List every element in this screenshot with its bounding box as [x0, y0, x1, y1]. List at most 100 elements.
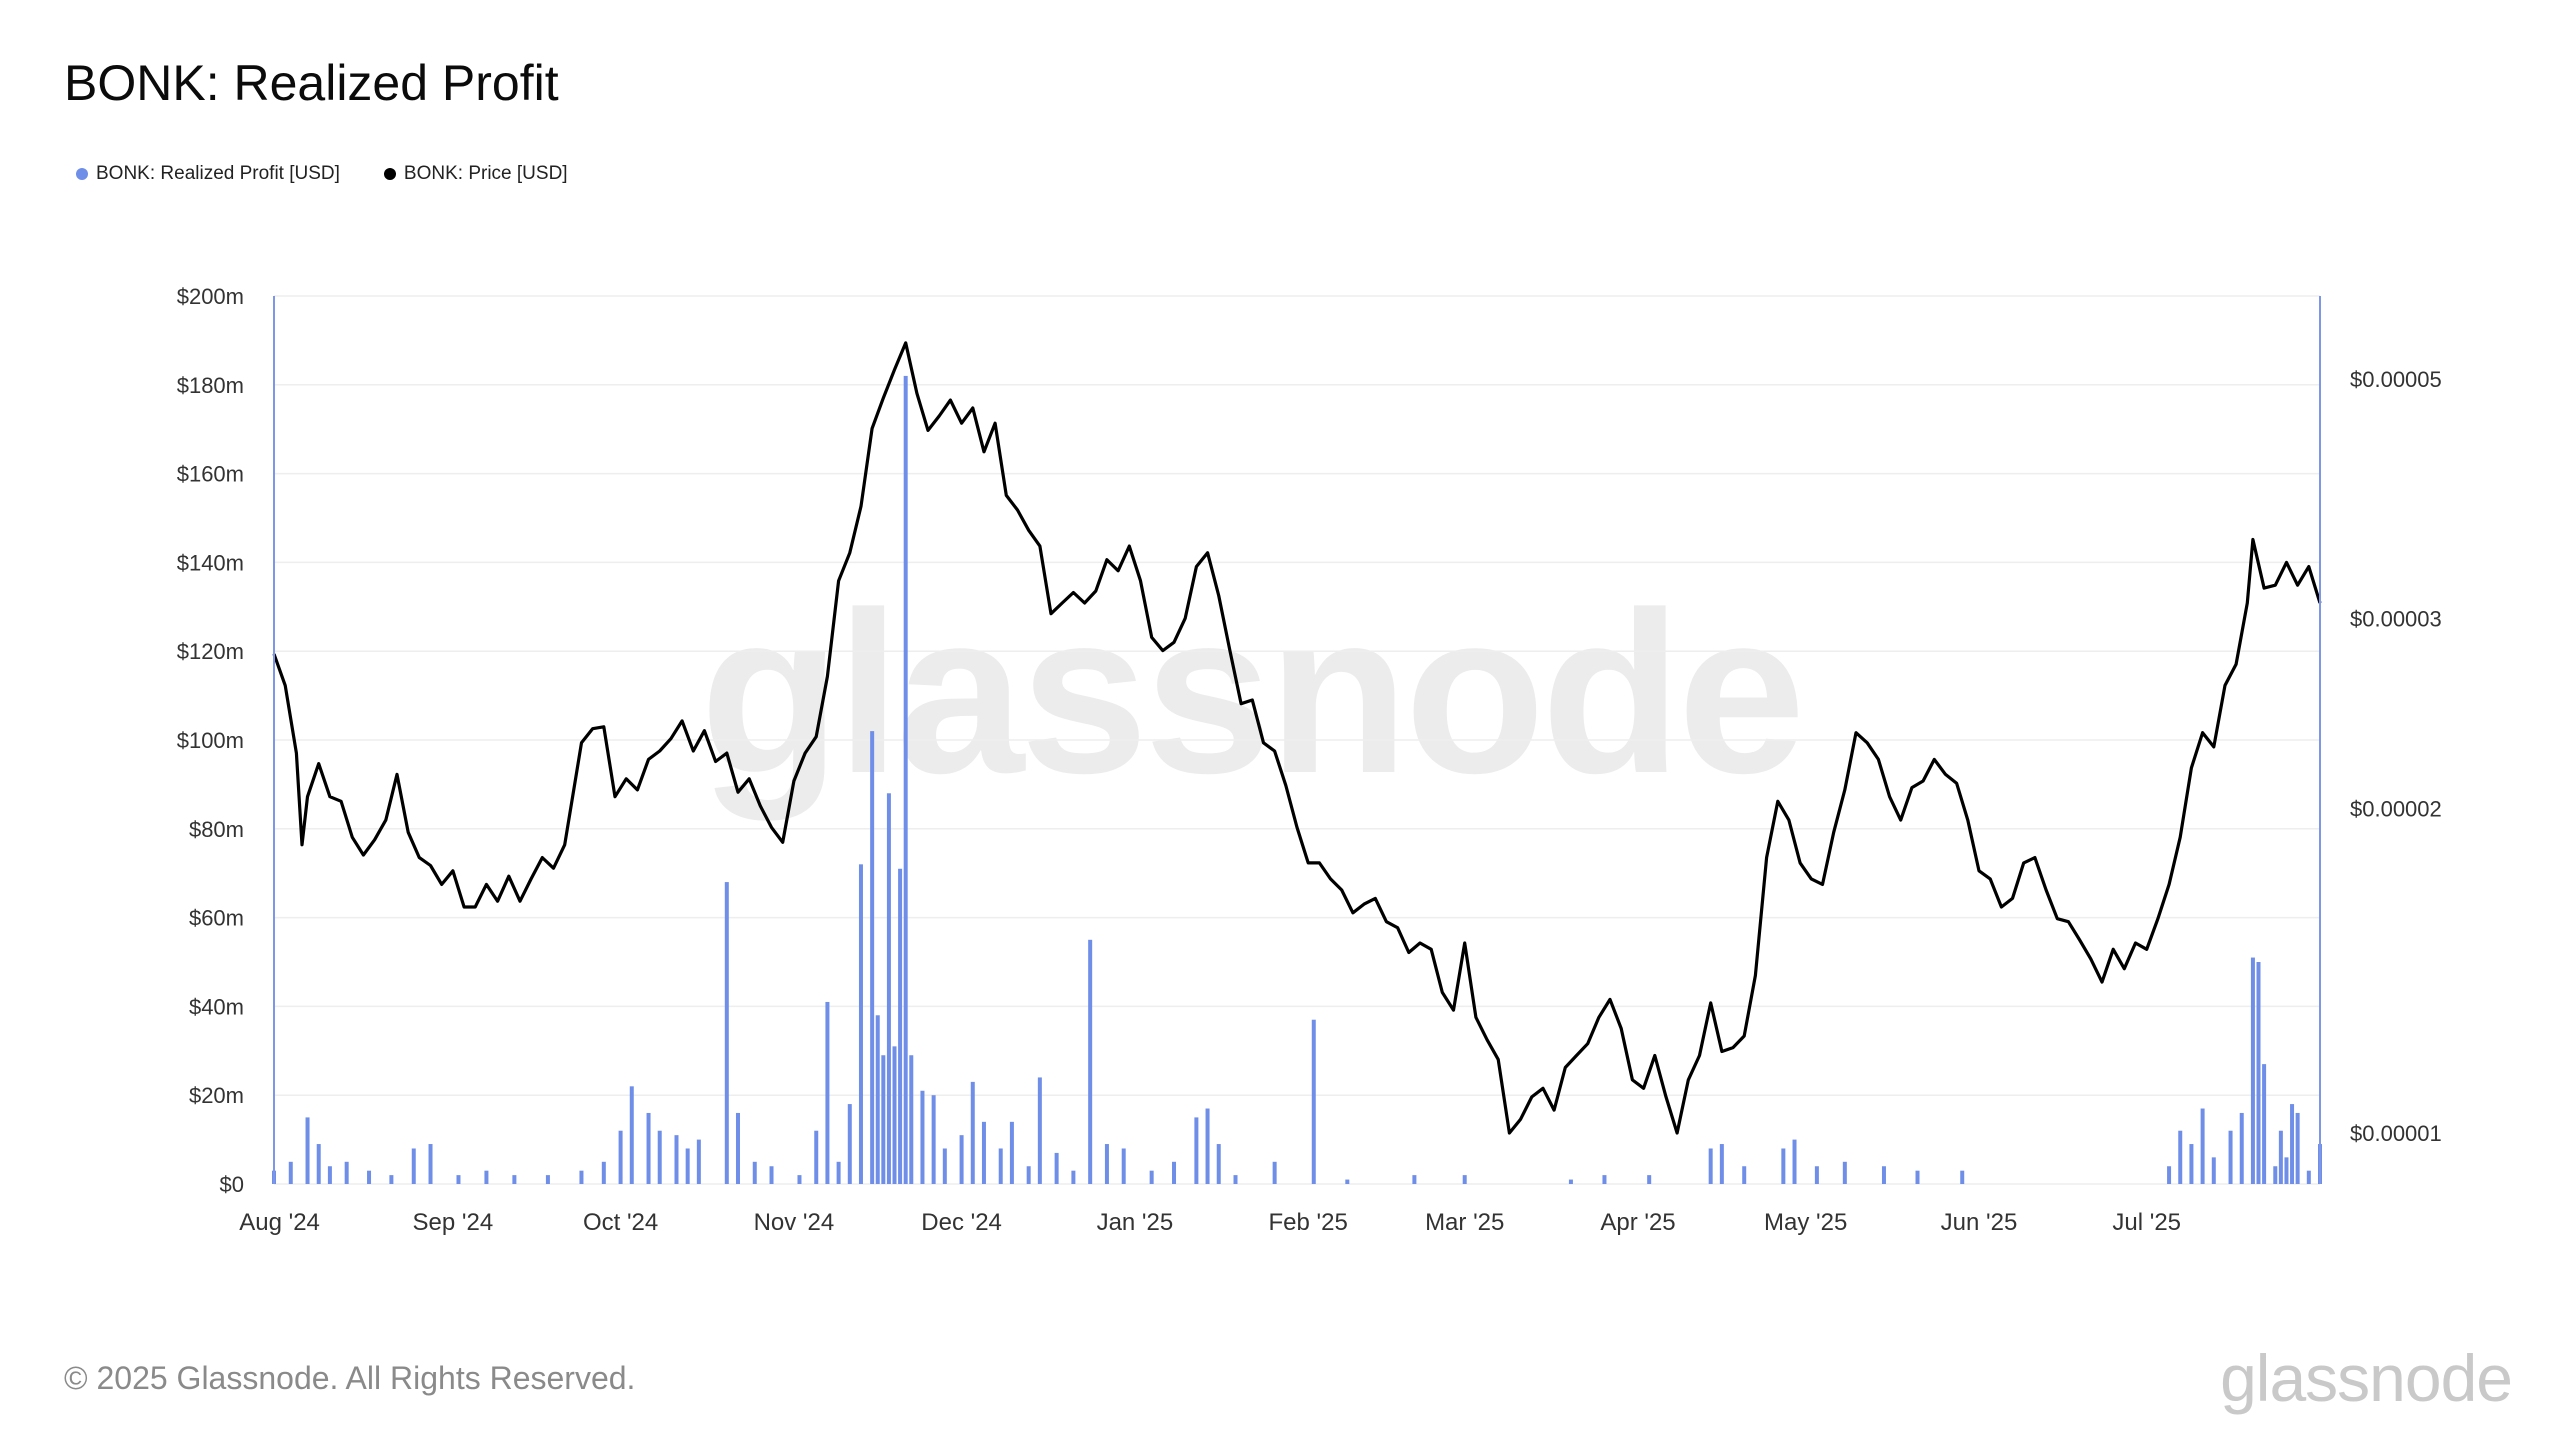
profit-bar	[898, 868, 903, 1184]
legend-label-profit: BONK: Realized Profit [USD]	[96, 163, 340, 184]
y-left-tick-label: $160m	[177, 462, 244, 487]
x-tick-label: Jan '25	[1097, 1209, 1174, 1236]
x-tick-label: May '25	[1764, 1209, 1847, 1236]
profit-bar	[1602, 1175, 1607, 1184]
page-title: BONK: Realized Profit	[64, 55, 559, 111]
profit-bar	[847, 1104, 852, 1184]
profit-bar	[657, 1130, 662, 1184]
profit-bar	[2211, 1157, 2216, 1184]
x-tick-label: Oct '24	[583, 1209, 658, 1236]
profit-bar	[931, 1095, 936, 1184]
profit-bar	[1172, 1161, 1177, 1184]
profit-bar	[545, 1175, 550, 1184]
profit-bar	[696, 1139, 701, 1184]
y-left-tick-label: $120m	[177, 639, 244, 664]
profit-bar	[629, 1086, 634, 1184]
profit-bar	[1216, 1144, 1221, 1184]
y-left-tick-label: $100m	[177, 728, 244, 753]
profit-bar	[1071, 1170, 1076, 1184]
profit-bar	[1842, 1161, 1847, 1184]
y-right-tick-label: $0.00003	[2350, 606, 2442, 631]
profit-bar	[1960, 1170, 1965, 1184]
profit-bar	[1205, 1108, 1210, 1184]
profit-bar	[920, 1090, 925, 1184]
profit-bar	[305, 1117, 310, 1184]
profit-bar	[886, 793, 891, 1184]
profit-bar	[959, 1135, 964, 1184]
profit-bar	[1814, 1166, 1819, 1184]
y-left-tick-label: $0	[220, 1172, 244, 1197]
profit-bar	[344, 1161, 349, 1184]
profit-bar	[981, 1121, 986, 1184]
profit-bar	[2284, 1157, 2289, 1184]
profit-bar	[875, 1015, 880, 1184]
profit-bar	[618, 1130, 623, 1184]
profit-bar	[1742, 1166, 1747, 1184]
profit-bar	[2278, 1130, 2283, 1184]
profit-bar	[1026, 1166, 1031, 1184]
profit-bar	[1781, 1148, 1786, 1184]
profit-bar	[1009, 1121, 1014, 1184]
profit-bar	[411, 1148, 416, 1184]
profit-bar	[2239, 1112, 2244, 1184]
profit-bar	[2200, 1108, 2205, 1184]
profit-bar	[2178, 1130, 2183, 1184]
profit-bar	[1233, 1175, 1238, 1184]
profit-bar	[1462, 1175, 1467, 1184]
profit-bar	[288, 1161, 293, 1184]
profit-bar	[1104, 1144, 1109, 1184]
profit-bar	[998, 1148, 1003, 1184]
x-tick-label: Aug '24	[239, 1209, 320, 1236]
profit-bar	[456, 1175, 461, 1184]
profit-bar	[892, 1046, 897, 1184]
legend-item-profit[interactable]: BONK: Realized Profit [USD]	[76, 163, 340, 185]
y-left-tick-label: $80m	[189, 817, 244, 842]
profit-bar	[2273, 1166, 2278, 1184]
profit-bar	[428, 1144, 433, 1184]
profit-bar	[1708, 1148, 1713, 1184]
grid-lines	[274, 295, 2320, 1185]
profit-bar	[735, 1112, 740, 1184]
profit-bar	[601, 1161, 606, 1184]
y-right-tick-label: $0.00005	[2350, 367, 2442, 392]
price-line-path	[272, 341, 2322, 1135]
profit-bar	[579, 1170, 584, 1184]
profit-bar	[752, 1161, 757, 1184]
profit-bar	[2167, 1166, 2172, 1184]
y-right-tick-label: $0.00002	[2350, 796, 2442, 821]
profit-bar	[769, 1166, 774, 1184]
profit-bar	[2228, 1130, 2233, 1184]
chart-legend: BONK: Realized Profit [USD] BONK: Price …	[76, 163, 568, 185]
profit-bar	[1054, 1152, 1059, 1184]
profit-bar	[1037, 1077, 1042, 1184]
profit-bar	[2306, 1170, 2311, 1184]
profit-bar	[724, 882, 729, 1184]
profit-bar	[814, 1130, 819, 1184]
profit-bar	[2295, 1112, 2300, 1184]
y-left-tick-label: $40m	[189, 994, 244, 1019]
profit-bar	[970, 1081, 975, 1184]
profit-bar	[942, 1148, 947, 1184]
y-left-tick-label: $60m	[189, 906, 244, 931]
profit-bar	[1194, 1117, 1199, 1184]
legend-label-price: BONK: Price [USD]	[403, 163, 568, 184]
profit-bar	[1149, 1170, 1154, 1184]
profit-bar	[512, 1175, 517, 1184]
x-tick-label: Jun '25	[1941, 1209, 2018, 1236]
y-left-tick-label: $140m	[177, 550, 244, 575]
y-left-tick-label: $200m	[177, 284, 244, 309]
profit-bar	[797, 1175, 802, 1184]
profit-bar	[1792, 1139, 1797, 1184]
profit-bar	[909, 1055, 914, 1184]
profit-bars	[272, 375, 2322, 1184]
legend-item-price[interactable]: BONK: Price [USD]	[383, 163, 568, 185]
legend-dot-price-icon	[383, 168, 396, 180]
profit-bar	[367, 1170, 372, 1184]
x-tick-label: Feb '25	[1269, 1209, 1348, 1236]
profit-bar	[1719, 1144, 1724, 1184]
profit-bar	[327, 1166, 332, 1184]
profit-bar	[881, 1055, 886, 1184]
profit-bar	[389, 1175, 394, 1184]
profit-bar	[316, 1144, 321, 1184]
profit-bar	[825, 1001, 830, 1184]
